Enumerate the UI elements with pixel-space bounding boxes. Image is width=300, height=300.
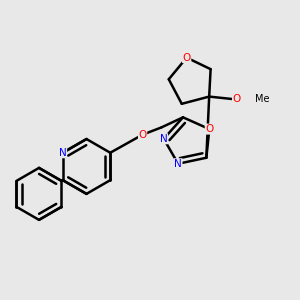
Text: Me: Me [255,94,270,104]
Text: O: O [205,124,214,134]
Text: O: O [232,94,241,104]
Text: O: O [182,52,191,63]
Text: O: O [139,130,147,140]
Text: N: N [59,148,67,158]
Text: N: N [174,159,182,169]
Text: N: N [160,134,168,144]
